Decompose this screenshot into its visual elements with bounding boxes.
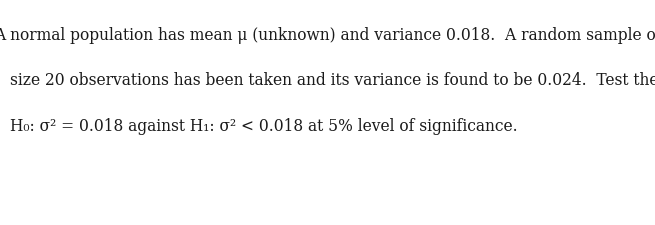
Text: size 20 observations has been taken and its variance is found to be 0.024.  Test: size 20 observations has been taken and … — [10, 72, 655, 89]
Text: A normal population has mean μ (unknown) and variance 0.018.  A random sample of: A normal population has mean μ (unknown)… — [0, 27, 655, 44]
Text: H₀: σ² = 0.018 against H₁: σ² < 0.018 at 5% level of significance.: H₀: σ² = 0.018 against H₁: σ² < 0.018 at… — [10, 117, 518, 134]
